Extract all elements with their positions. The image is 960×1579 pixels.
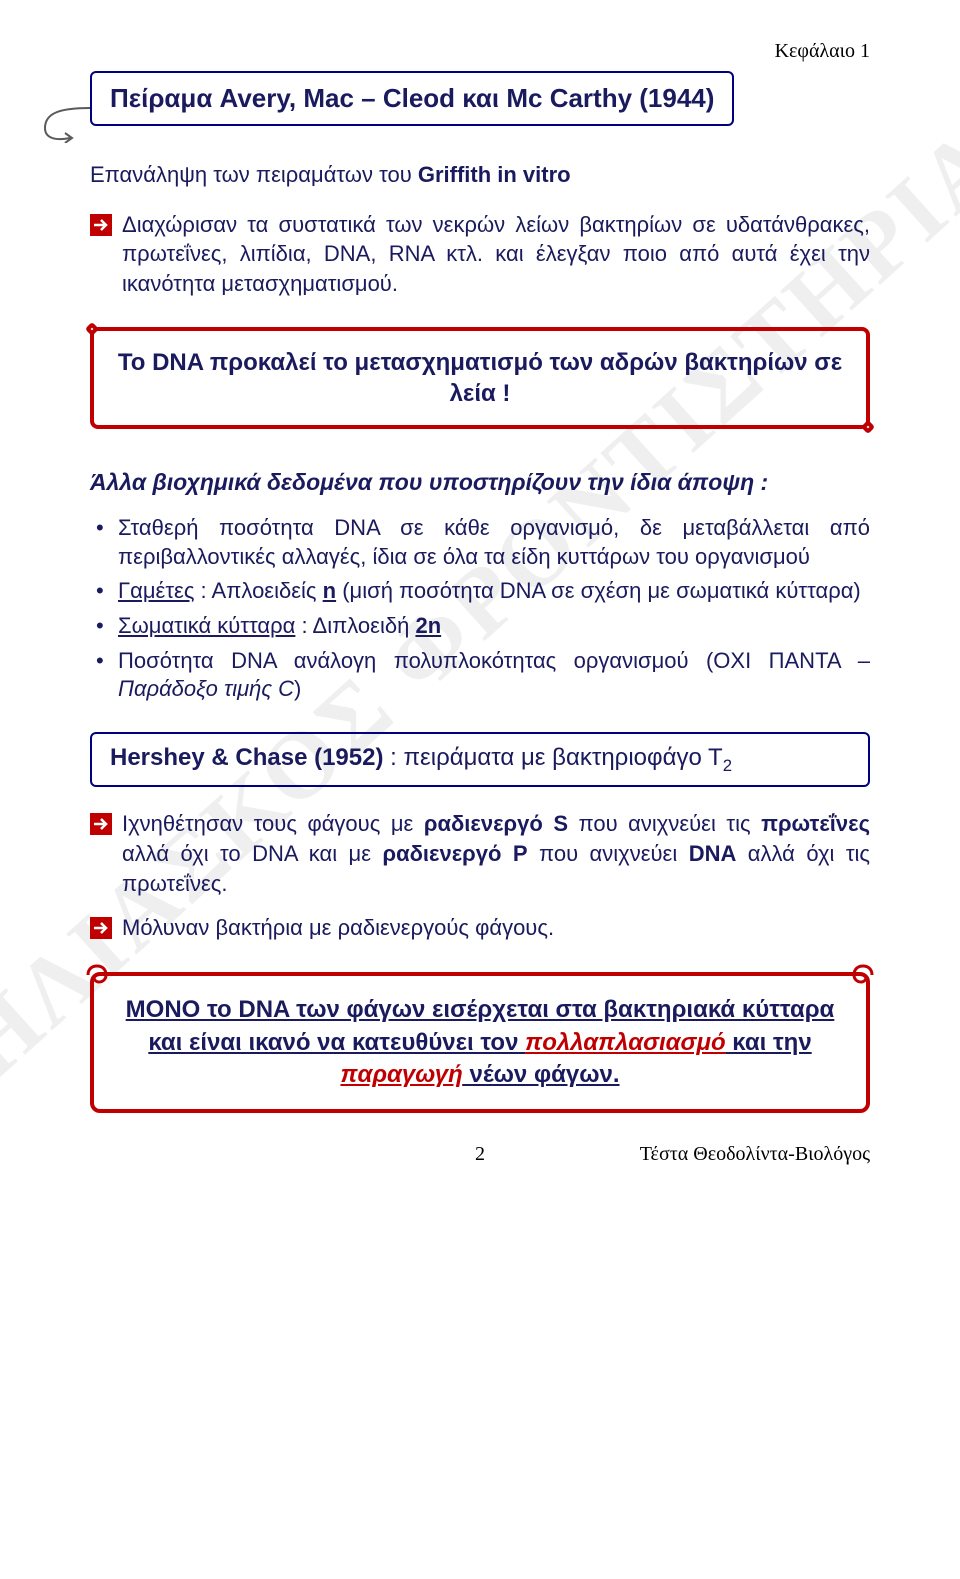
list-item: Ποσότητα DNA ανάλογη πολυπλοκότητας οργα… (118, 647, 870, 704)
li3-2n: 2n (415, 613, 441, 638)
b2d: πρωτεΐνες (761, 811, 870, 836)
scroll-b: πολλαπλασιασμό (525, 1029, 726, 1056)
evidence-list: Σταθερή ποσότητα DNA σε κάθε οργανισμό, … (90, 514, 870, 704)
list-item: Γαμέτες : Απλοειδείς n (μισή ποσότητα DN… (118, 577, 870, 606)
notch-decoration (861, 420, 875, 434)
conclusion-text: Το DNA προκαλεί το μετασχηματισμό των αδ… (118, 349, 842, 407)
bullet-item-2: Ιχνηθέτησαν τους φάγους με ραδιενεργό S … (90, 809, 870, 898)
li2-text: : Απλοειδείς (194, 578, 322, 603)
list-item: Σωματικά κύτταρα : Διπλοειδή 2n (118, 612, 870, 641)
conclusion-scroll-box: ΜΟΝΟ το DNA των φάγων εισέρχεται στα βακ… (90, 972, 870, 1113)
scroll-c: και την (726, 1029, 812, 1056)
bullet-2-text: Ιχνηθέτησαν τους φάγους με ραδιενεργό S … (122, 809, 870, 898)
bullet-3-text: Μόλυναν βακτήρια με ραδιενεργούς φάγους. (122, 913, 870, 943)
b2f: ραδιενεργό Ρ (382, 841, 527, 866)
li4-italic: Παράδοξο τιμής C (118, 676, 294, 701)
arrow-bullet-icon (90, 813, 112, 835)
b2c: που ανιχνεύει τις (568, 811, 761, 836)
notch-decoration (85, 322, 99, 336)
hershey-bold: Hershey & Chase (1952) (110, 744, 383, 771)
intro-text-b: Griffith in vitro (418, 162, 571, 187)
scroll-d: παραγωγή (340, 1061, 462, 1088)
author-signature: Τέστα Θεοδολίντα-Βιολόγος (640, 1143, 870, 1166)
curl-arrow-icon (40, 103, 92, 143)
scroll-e: νέων φάγων. (463, 1061, 620, 1088)
list-item: Σταθερή ποσότητα DNA σε κάθε οργανισμό, … (118, 514, 870, 571)
bullet-item-1: Διαχώρισαν τα συστατικά των νεκρών λείων… (90, 210, 870, 299)
scroll-curl-icon (86, 964, 108, 986)
intro-paragraph: Επανάληψη των πειραμάτων του Griffith in… (90, 160, 870, 190)
li4-text-c: ) (294, 676, 301, 701)
bullet-item-3: Μόλυναν βακτήρια με ραδιενεργούς φάγους. (90, 913, 870, 943)
biochemical-heading: Άλλα βιοχημικά δεδομένα που υποστηρίζουν… (90, 469, 870, 496)
li2-n: n (323, 578, 336, 603)
li2-rest: (μισή ποσότητα DNA σε σχέση με σωματικά … (336, 578, 861, 603)
b2g: που ανιχνεύει (528, 841, 689, 866)
b2h: DNA (689, 841, 737, 866)
hershey-subscript: 2 (723, 755, 732, 774)
chapter-header: Κεφάλαιο 1 (90, 40, 870, 63)
scroll-curl-icon (852, 964, 874, 986)
li4-text-a: Ποσότητα DNA ανάλογη πολυπλοκότητας οργα… (118, 648, 870, 673)
b2b: ραδιενεργό S (424, 811, 568, 836)
title-box-avery: Πείραμα Avery, Mac – Cleod και Mc Carthy… (90, 71, 734, 126)
title-text: Πείραμα Avery, Mac – Cleod και Mc Carthy… (110, 83, 714, 113)
li2-underline: Γαμέτες (118, 578, 194, 603)
title-box-hershey: Hershey & Chase (1952) : πειράματα με βα… (90, 732, 870, 788)
conclusion-box-dna: Το DNA προκαλεί το μετασχηματισμό των αδ… (90, 327, 870, 429)
b2e: αλλά όχι το DNA και με (122, 841, 382, 866)
arrow-bullet-icon (90, 214, 112, 236)
intro-text-a: Επανάληψη των πειραμάτων του (90, 162, 418, 187)
b2a: Ιχνηθέτησαν τους φάγους με (122, 811, 424, 836)
li3-text: : Διπλοειδή (295, 613, 415, 638)
arrow-bullet-icon (90, 917, 112, 939)
bullet-1-text: Διαχώρισαν τα συστατικά των νεκρών λείων… (122, 210, 870, 299)
page-number: 2 (475, 1143, 485, 1166)
li3-underline: Σωματικά κύτταρα (118, 613, 295, 638)
hershey-rest: : πειράματα με βακτηριοφάγο Τ (383, 744, 722, 771)
